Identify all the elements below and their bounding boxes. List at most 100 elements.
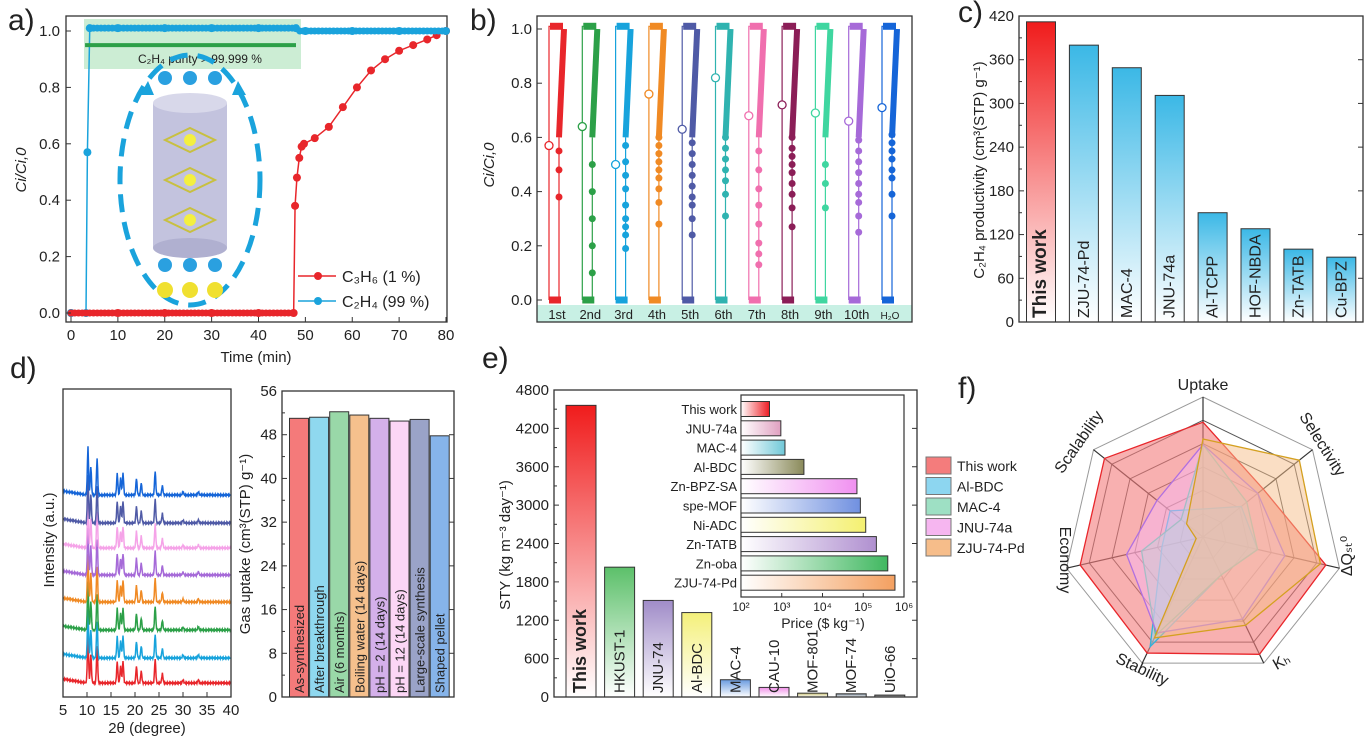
open-data-point xyxy=(877,102,887,113)
y-tick-label: 1800 xyxy=(516,574,549,591)
y-tick-label: 360 xyxy=(989,52,1014,69)
radar-axis-label: Economy xyxy=(1056,527,1073,594)
data-point xyxy=(688,171,696,179)
inset-x-tick-label: 10³ xyxy=(773,600,790,614)
data-point xyxy=(788,133,796,141)
bar xyxy=(1326,256,1357,323)
cycle-rise-dense xyxy=(855,28,867,138)
bar-category-label: pH = 12 (14 days) xyxy=(393,589,408,693)
data-point xyxy=(655,198,663,206)
data-point xyxy=(722,155,729,163)
x-tick-label: 5 xyxy=(59,702,67,719)
data-point xyxy=(722,212,729,220)
xrd-trace-1 xyxy=(62,634,232,687)
data-point xyxy=(755,239,763,247)
data-point xyxy=(622,201,630,209)
open-data-point xyxy=(544,140,554,151)
radar-axis-label: Scalability xyxy=(1052,408,1107,477)
open-data-point xyxy=(844,116,854,126)
panel-label-a: a) xyxy=(8,4,35,37)
inset-category-label: Al-BDC xyxy=(694,460,737,475)
data-point xyxy=(821,179,829,187)
data-point xyxy=(555,166,563,174)
data-point xyxy=(655,158,663,166)
x-tick-label: 10 xyxy=(79,702,96,719)
data-point xyxy=(688,161,696,168)
x-tick-label: 50 xyxy=(297,327,314,344)
legend-marker xyxy=(314,297,322,305)
bar-category-label: MAC-4 xyxy=(727,646,744,693)
y-tick-label: 1200 xyxy=(516,612,549,629)
data-point xyxy=(855,228,863,236)
y-tick-label: 0.2 xyxy=(511,238,532,255)
inset-x-tick-label: 10⁶ xyxy=(895,600,913,614)
inset-category-label: Zn-TATB xyxy=(686,537,737,552)
cycle-rise-dense xyxy=(722,28,734,138)
legend-label: JNU-74a xyxy=(957,520,1012,536)
y-tick-label: 48 xyxy=(260,427,277,444)
inset-category-label: Ni-ADC xyxy=(693,518,737,533)
y-tick-label: 600 xyxy=(524,651,549,668)
data-point xyxy=(755,166,763,174)
cycle-label: 4th xyxy=(648,307,666,322)
cycle-rise-dense xyxy=(789,28,801,138)
data-point xyxy=(788,190,796,198)
data-point xyxy=(888,131,896,139)
cycle-rise-dense xyxy=(889,28,900,138)
bar xyxy=(1197,212,1228,323)
panel-c-productivity-bars: c) This work ZJU-74-Pd MAC-4 JNU-74a Al-TCPP H… xyxy=(958,0,1364,331)
data-point xyxy=(291,201,300,210)
y-tick-label: 24 xyxy=(260,558,277,575)
cycle-outline xyxy=(548,25,559,300)
inset-category-label: Zn-oba xyxy=(696,556,738,571)
data-point xyxy=(888,190,896,198)
panel-f-radar: f) This work Al-BDC MAC-4 JNU-74a ZJU-74-Pd Up… xyxy=(925,372,1356,689)
inset-category-label: MAC-4 xyxy=(697,441,737,456)
y-tick-label: 0.6 xyxy=(39,136,60,153)
panel-d-xrd-and-uptake: d) 5 10 15 20 25 30 35 40 2θ (degree) Intensity (a… xyxy=(10,352,455,737)
panel-label-e: e) xyxy=(482,342,509,375)
ethylene-molecule-icon xyxy=(158,71,172,85)
data-point xyxy=(855,158,863,166)
legend-swatch xyxy=(925,456,952,475)
bar xyxy=(1240,228,1271,323)
inset-category-label: This work xyxy=(681,402,737,417)
data-point xyxy=(722,133,729,141)
panel-label-c: c) xyxy=(958,0,983,29)
x-tick-label: 15 xyxy=(103,702,120,719)
y-tick-label: 1.0 xyxy=(511,21,532,38)
cycle-rise-dense xyxy=(556,28,567,138)
open-data-point xyxy=(710,73,721,83)
data-point xyxy=(688,231,696,239)
data-point xyxy=(622,231,630,239)
data-point xyxy=(622,158,630,166)
bar-category-label: UiO-66 xyxy=(882,645,899,693)
cycle-2 xyxy=(577,22,601,304)
data-point xyxy=(788,169,796,177)
inset-category-label: spe-MOF xyxy=(683,499,737,514)
data-point xyxy=(622,215,630,223)
radar-axis-label: Uptake xyxy=(1178,377,1229,394)
cycle-label: 3rd xyxy=(614,307,633,322)
data-point xyxy=(338,103,347,112)
cycle-rise-dense xyxy=(755,28,767,138)
data-point xyxy=(588,161,596,168)
data-point xyxy=(722,177,729,185)
ethylene-molecule-icon xyxy=(208,258,222,272)
data-point xyxy=(367,66,375,75)
inset-category-label: Zn-BPZ-SA xyxy=(671,479,738,494)
data-point xyxy=(655,166,663,174)
bar-category-label: This work xyxy=(570,608,590,693)
y-tick-label: 0.0 xyxy=(39,305,60,322)
panel-a-breakthrough-curve: a) C₂H₄ purity > 99.999 % 0 10 20 30 40 50 60 70 8… xyxy=(8,4,454,366)
bar-category-label: Al-BDC xyxy=(689,643,706,693)
data-point xyxy=(855,212,863,220)
legend-swatch xyxy=(925,518,952,536)
cycle-label: 6th xyxy=(714,307,732,322)
cycle-rise-dense xyxy=(589,28,601,138)
cycle-9 xyxy=(810,22,834,304)
inset-bar xyxy=(740,536,877,553)
cycle-outline xyxy=(714,25,726,300)
y-tick-label: 0.8 xyxy=(39,79,60,96)
legend-swatch xyxy=(925,477,952,495)
